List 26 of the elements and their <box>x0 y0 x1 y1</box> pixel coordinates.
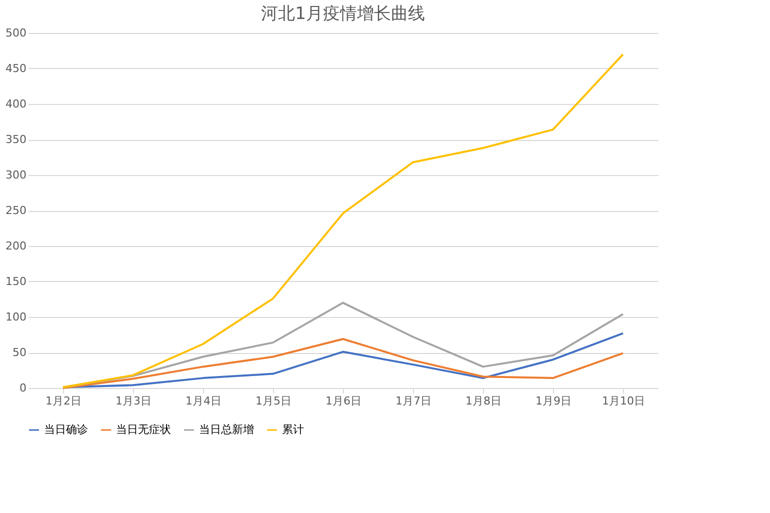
y-tick-label: 200 <box>6 240 26 252</box>
chart-title: 河北1月疫情增长曲线 <box>261 4 425 24</box>
x-tick-label: 1月10日 <box>602 394 645 408</box>
line-series <box>62 53 624 388</box>
legend-label: 累计 <box>282 423 304 436</box>
y-tick-label: 400 <box>6 98 26 110</box>
y-tick-label: 100 <box>6 310 26 324</box>
x-tick-label: 1月3日 <box>116 394 152 408</box>
legend-label: 当日总新增 <box>199 423 254 436</box>
y-tick-label: 0 <box>20 382 26 394</box>
y-tick-label: 50 <box>12 346 26 359</box>
x-tick-label: 1月2日 <box>46 394 82 408</box>
y-tick-label: 450 <box>6 62 26 75</box>
y-tick-label: 500 <box>6 26 26 40</box>
x-tick-label: 1月6日 <box>326 394 362 408</box>
y-tick-label: 300 <box>6 168 26 182</box>
x-tick-label: 1月5日 <box>256 394 292 408</box>
x-tick-label: 1月9日 <box>536 394 572 408</box>
x-tick-label: 1月4日 <box>186 394 222 408</box>
y-tick-label: 350 <box>6 133 26 146</box>
x-tick-label: 1月8日 <box>466 394 502 408</box>
x-tick-label: 1月7日 <box>396 394 432 408</box>
legend-label: 当日无症状 <box>116 423 171 436</box>
legend-label: 当日确诊 <box>44 423 88 436</box>
y-tick-label: 250 <box>6 204 26 217</box>
y-tick-label: 150 <box>6 275 26 288</box>
